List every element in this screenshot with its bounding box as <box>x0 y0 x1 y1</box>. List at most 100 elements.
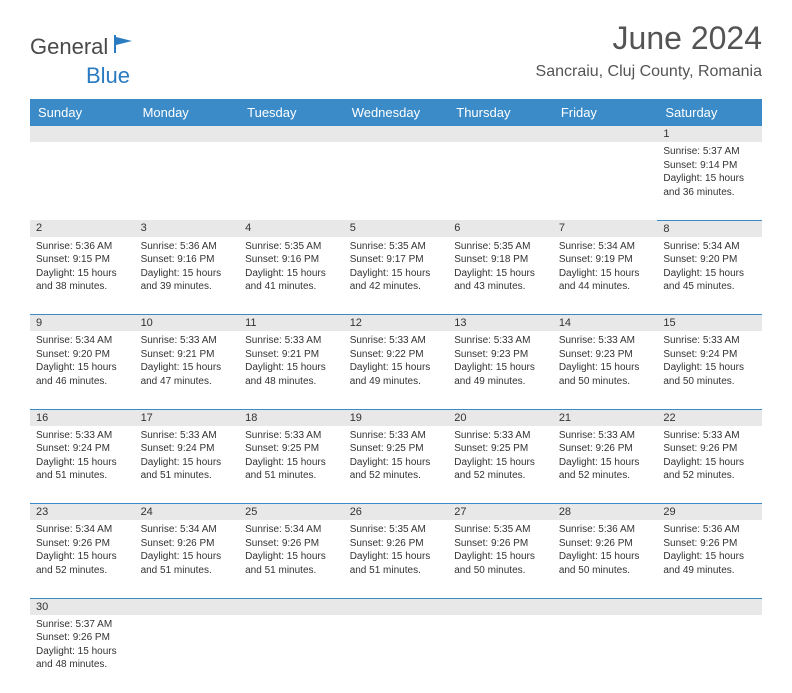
title-block: June 2024 Sancraiu, Cluj County, Romania <box>536 20 762 81</box>
day-number-cell: 21 <box>553 409 658 426</box>
day-content: Sunrise: 5:33 AMSunset: 9:23 PMDaylight:… <box>553 331 658 392</box>
day-number-cell: 23 <box>30 504 135 521</box>
day-number-cell <box>448 126 553 142</box>
day-number-row: 16171819202122 <box>30 409 762 426</box>
day-cell: Sunrise: 5:36 AMSunset: 9:26 PMDaylight:… <box>657 520 762 598</box>
day-cell: Sunrise: 5:33 AMSunset: 9:22 PMDaylight:… <box>344 331 449 409</box>
day-content: Sunrise: 5:33 AMSunset: 9:26 PMDaylight:… <box>657 426 762 487</box>
day-number-cell: 12 <box>344 315 449 332</box>
day-number-cell: 3 <box>135 220 240 237</box>
day-number-cell: 26 <box>344 504 449 521</box>
day-cell: Sunrise: 5:36 AMSunset: 9:15 PMDaylight:… <box>30 237 135 315</box>
day-content: Sunrise: 5:34 AMSunset: 9:20 PMDaylight:… <box>30 331 135 392</box>
week-row: Sunrise: 5:37 AMSunset: 9:26 PMDaylight:… <box>30 615 762 693</box>
day-cell <box>30 142 135 220</box>
day-content: Sunrise: 5:33 AMSunset: 9:26 PMDaylight:… <box>553 426 658 487</box>
day-content: Sunrise: 5:33 AMSunset: 9:21 PMDaylight:… <box>239 331 344 392</box>
day-content: Sunrise: 5:34 AMSunset: 9:26 PMDaylight:… <box>135 520 240 581</box>
logo-text-blue: Blue <box>86 63 130 88</box>
day-content: Sunrise: 5:33 AMSunset: 9:24 PMDaylight:… <box>30 426 135 487</box>
day-cell <box>135 142 240 220</box>
day-cell: Sunrise: 5:35 AMSunset: 9:26 PMDaylight:… <box>448 520 553 598</box>
day-number-cell: 5 <box>344 220 449 237</box>
day-number-row: 1 <box>30 126 762 142</box>
day-cell: Sunrise: 5:35 AMSunset: 9:18 PMDaylight:… <box>448 237 553 315</box>
day-content: Sunrise: 5:33 AMSunset: 9:24 PMDaylight:… <box>135 426 240 487</box>
day-cell: Sunrise: 5:34 AMSunset: 9:26 PMDaylight:… <box>30 520 135 598</box>
day-number-cell: 16 <box>30 409 135 426</box>
day-number-cell: 7 <box>553 220 658 237</box>
month-title: June 2024 <box>536 20 762 57</box>
day-content: Sunrise: 5:36 AMSunset: 9:26 PMDaylight:… <box>657 520 762 581</box>
weekday-header: Thursday <box>448 99 553 126</box>
day-number-cell: 29 <box>657 504 762 521</box>
day-cell: Sunrise: 5:33 AMSunset: 9:25 PMDaylight:… <box>344 426 449 504</box>
day-content: Sunrise: 5:33 AMSunset: 9:21 PMDaylight:… <box>135 331 240 392</box>
day-cell <box>239 615 344 693</box>
day-number-cell <box>344 126 449 142</box>
day-number-row: 2345678 <box>30 220 762 237</box>
day-number-cell <box>553 126 658 142</box>
day-cell: Sunrise: 5:35 AMSunset: 9:16 PMDaylight:… <box>239 237 344 315</box>
day-number-row: 9101112131415 <box>30 315 762 332</box>
day-content: Sunrise: 5:34 AMSunset: 9:26 PMDaylight:… <box>30 520 135 581</box>
day-cell: Sunrise: 5:34 AMSunset: 9:26 PMDaylight:… <box>135 520 240 598</box>
day-content: Sunrise: 5:34 AMSunset: 9:19 PMDaylight:… <box>553 237 658 298</box>
day-cell: Sunrise: 5:33 AMSunset: 9:24 PMDaylight:… <box>30 426 135 504</box>
day-content: Sunrise: 5:33 AMSunset: 9:22 PMDaylight:… <box>344 331 449 392</box>
day-cell: Sunrise: 5:34 AMSunset: 9:20 PMDaylight:… <box>657 237 762 315</box>
day-content: Sunrise: 5:35 AMSunset: 9:16 PMDaylight:… <box>239 237 344 298</box>
day-number-cell: 19 <box>344 409 449 426</box>
weekday-header-row: Sunday Monday Tuesday Wednesday Thursday… <box>30 99 762 126</box>
day-content: Sunrise: 5:35 AMSunset: 9:26 PMDaylight:… <box>448 520 553 581</box>
day-cell: Sunrise: 5:33 AMSunset: 9:26 PMDaylight:… <box>657 426 762 504</box>
day-cell <box>448 615 553 693</box>
week-row: Sunrise: 5:34 AMSunset: 9:26 PMDaylight:… <box>30 520 762 598</box>
day-cell <box>448 142 553 220</box>
day-number-cell: 24 <box>135 504 240 521</box>
day-number-cell <box>657 598 762 615</box>
day-content: Sunrise: 5:37 AMSunset: 9:14 PMDaylight:… <box>657 142 762 203</box>
week-row: Sunrise: 5:33 AMSunset: 9:24 PMDaylight:… <box>30 426 762 504</box>
day-content: Sunrise: 5:35 AMSunset: 9:26 PMDaylight:… <box>344 520 449 581</box>
weekday-header: Friday <box>553 99 658 126</box>
day-number-cell <box>135 126 240 142</box>
day-number-cell: 11 <box>239 315 344 332</box>
weekday-header: Tuesday <box>239 99 344 126</box>
day-cell: Sunrise: 5:33 AMSunset: 9:24 PMDaylight:… <box>657 331 762 409</box>
day-number-cell: 25 <box>239 504 344 521</box>
day-number-cell <box>448 598 553 615</box>
day-number-cell: 9 <box>30 315 135 332</box>
day-cell: Sunrise: 5:35 AMSunset: 9:26 PMDaylight:… <box>344 520 449 598</box>
day-number-cell: 2 <box>30 220 135 237</box>
day-cell: Sunrise: 5:34 AMSunset: 9:20 PMDaylight:… <box>30 331 135 409</box>
week-row: Sunrise: 5:34 AMSunset: 9:20 PMDaylight:… <box>30 331 762 409</box>
day-content: Sunrise: 5:34 AMSunset: 9:26 PMDaylight:… <box>239 520 344 581</box>
day-cell: Sunrise: 5:33 AMSunset: 9:23 PMDaylight:… <box>448 331 553 409</box>
day-cell: Sunrise: 5:34 AMSunset: 9:19 PMDaylight:… <box>553 237 658 315</box>
day-cell <box>344 615 449 693</box>
day-number-row: 23242526272829 <box>30 504 762 521</box>
logo-flag-icon <box>114 35 136 53</box>
day-cell: Sunrise: 5:34 AMSunset: 9:26 PMDaylight:… <box>239 520 344 598</box>
day-number-cell: 30 <box>30 598 135 615</box>
day-number-cell <box>553 598 658 615</box>
day-number-cell: 18 <box>239 409 344 426</box>
day-content: Sunrise: 5:33 AMSunset: 9:25 PMDaylight:… <box>239 426 344 487</box>
day-content: Sunrise: 5:37 AMSunset: 9:26 PMDaylight:… <box>30 615 135 676</box>
day-cell: Sunrise: 5:35 AMSunset: 9:17 PMDaylight:… <box>344 237 449 315</box>
day-content: Sunrise: 5:33 AMSunset: 9:24 PMDaylight:… <box>657 331 762 392</box>
day-cell: Sunrise: 5:36 AMSunset: 9:26 PMDaylight:… <box>553 520 658 598</box>
day-number-cell: 15 <box>657 315 762 332</box>
day-cell <box>657 615 762 693</box>
day-cell: Sunrise: 5:37 AMSunset: 9:14 PMDaylight:… <box>657 142 762 220</box>
weekday-header: Saturday <box>657 99 762 126</box>
day-number-cell <box>135 598 240 615</box>
calendar-table: Sunday Monday Tuesday Wednesday Thursday… <box>30 99 762 693</box>
day-number-cell: 8 <box>657 220 762 237</box>
day-number-cell: 10 <box>135 315 240 332</box>
day-number-cell: 20 <box>448 409 553 426</box>
day-content: Sunrise: 5:36 AMSunset: 9:15 PMDaylight:… <box>30 237 135 298</box>
location: Sancraiu, Cluj County, Romania <box>536 63 762 81</box>
day-cell: Sunrise: 5:33 AMSunset: 9:24 PMDaylight:… <box>135 426 240 504</box>
